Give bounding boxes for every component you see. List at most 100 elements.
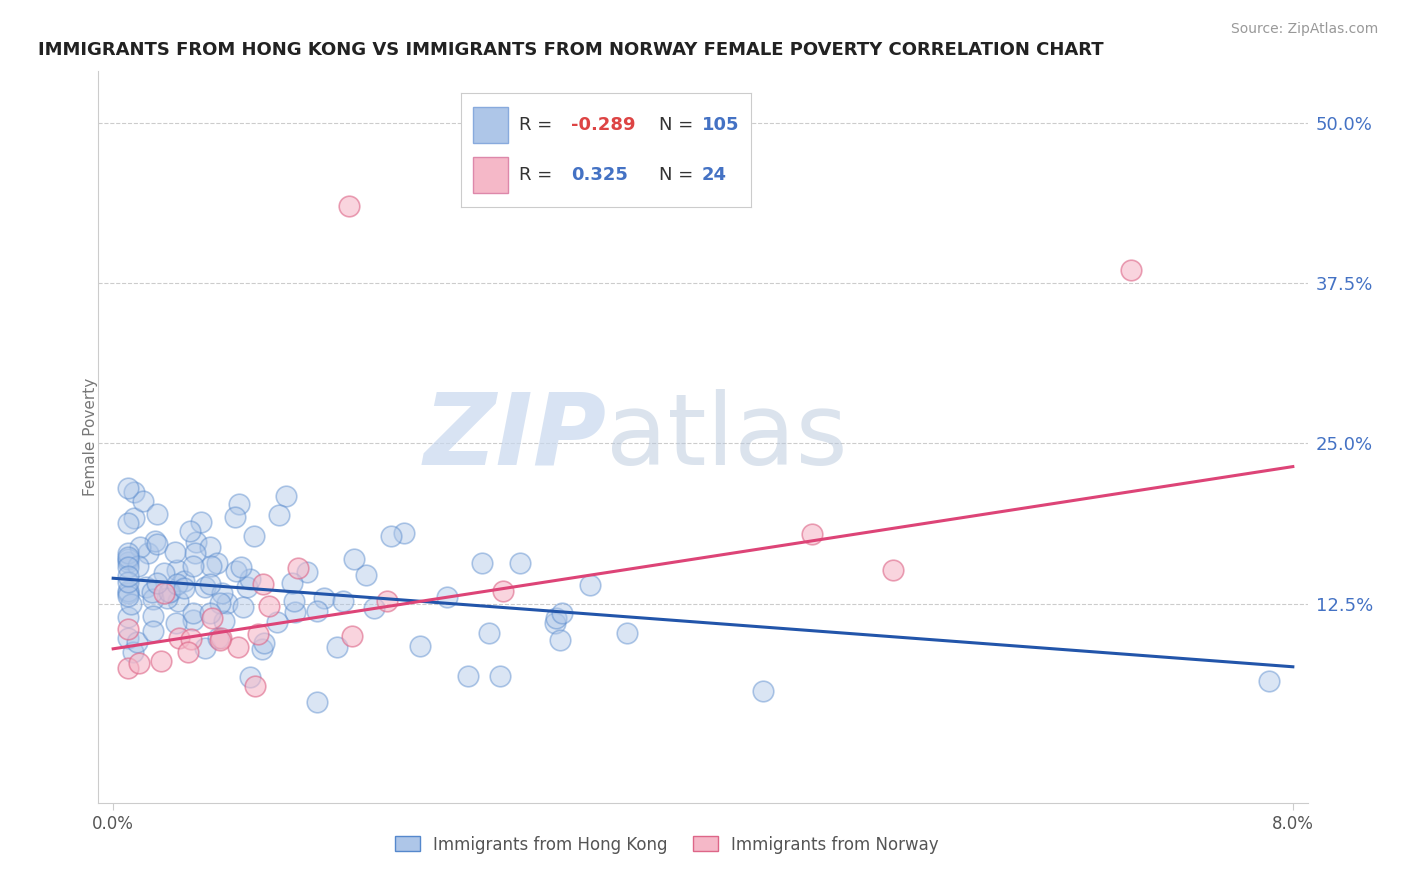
Point [509, 556, 531, 570]
Point [117, 552, 139, 566]
Point [225, 564, 247, 578]
Point [340, 629, 363, 643]
Point [117, 555, 139, 569]
Point [153, 585, 176, 599]
Point [215, 596, 238, 610]
Point [257, 599, 280, 613]
Point [166, 593, 188, 607]
Point [247, 627, 270, 641]
Point [167, 631, 190, 645]
Point [239, 573, 262, 587]
Legend: Immigrants from Hong Kong, Immigrants from Norway: Immigrants from Hong Kong, Immigrants fr… [388, 829, 945, 860]
Point [146, 576, 169, 591]
Point [193, 640, 215, 655]
Point [492, 583, 515, 598]
Point [117, 569, 139, 583]
Point [207, 631, 229, 645]
Point [131, 494, 153, 508]
Point [117, 631, 139, 645]
Point [117, 589, 139, 603]
Point [250, 641, 273, 656]
Point [752, 683, 775, 698]
Point [266, 615, 288, 629]
Point [117, 482, 139, 496]
Point [295, 565, 318, 579]
Point [363, 601, 385, 615]
Point [129, 540, 152, 554]
Point [208, 633, 231, 648]
Point [1119, 263, 1142, 277]
Point [183, 606, 205, 620]
Point [307, 695, 329, 709]
Point [377, 593, 399, 607]
Point [127, 559, 149, 574]
Text: ZIP: ZIP [423, 389, 606, 485]
Point [457, 669, 479, 683]
Text: atlas: atlas [606, 389, 848, 485]
Text: IMMIGRANTS FROM HONG KONG VS IMMIGRANTS FROM NORWAY FEMALE POVERTY CORRELATION C: IMMIGRANTS FROM HONG KONG VS IMMIGRANTS … [38, 41, 1104, 59]
Point [198, 540, 221, 554]
Text: Source: ZipAtlas.com: Source: ZipAtlas.com [1230, 22, 1378, 37]
Point [122, 645, 145, 659]
Point [149, 654, 172, 668]
Point [551, 606, 574, 620]
Point [179, 524, 201, 539]
Point [800, 527, 823, 541]
Point [337, 199, 360, 213]
Point [180, 632, 202, 646]
Point [117, 516, 139, 530]
Point [117, 661, 139, 675]
Point [232, 600, 254, 615]
Point [135, 580, 157, 594]
Point [578, 578, 600, 592]
Point [544, 615, 567, 630]
Point [211, 586, 233, 600]
Point [243, 679, 266, 693]
Point [181, 558, 204, 573]
Point [142, 624, 165, 638]
Point [146, 537, 169, 551]
Point [117, 623, 139, 637]
Point [194, 580, 217, 594]
Point [882, 563, 904, 577]
Point [122, 484, 145, 499]
Point [242, 529, 264, 543]
Point [142, 609, 165, 624]
Point [305, 604, 328, 618]
Point [228, 497, 250, 511]
Point [184, 546, 207, 560]
Point [117, 585, 139, 599]
Point [478, 625, 501, 640]
Point [184, 534, 207, 549]
Point [127, 635, 149, 649]
Point [274, 489, 297, 503]
Point [252, 576, 274, 591]
Point [239, 670, 262, 684]
Point [436, 590, 458, 604]
Point [117, 583, 139, 598]
Point [120, 597, 142, 611]
Point [1258, 673, 1281, 688]
Point [544, 611, 567, 625]
Point [190, 515, 212, 529]
Point [226, 640, 249, 654]
Point [166, 563, 188, 577]
Point [200, 559, 222, 574]
Point [201, 611, 224, 625]
Point [153, 566, 176, 580]
Point [548, 632, 571, 647]
Point [326, 640, 349, 655]
Point [616, 625, 638, 640]
Point [117, 609, 139, 624]
Point [224, 509, 246, 524]
Point [173, 581, 195, 595]
Point [128, 656, 150, 670]
Point [117, 575, 139, 590]
Point [157, 584, 180, 599]
Point [143, 533, 166, 548]
Point [332, 594, 354, 608]
Point [198, 606, 221, 620]
Point [176, 645, 198, 659]
Point [198, 577, 221, 591]
Point [312, 591, 335, 605]
